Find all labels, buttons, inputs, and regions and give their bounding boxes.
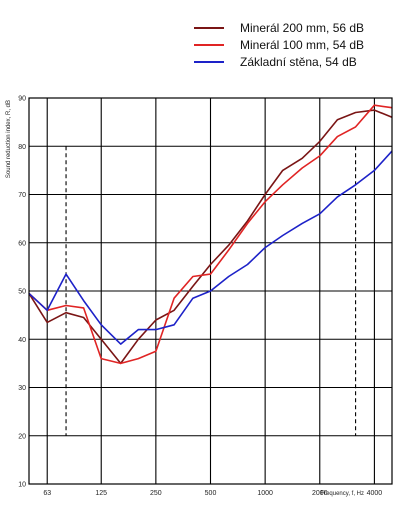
y-tick-label: 50 [18,289,26,296]
legend: Minerál 200 mm, 56 dB Minerál 100 mm, 54 … [194,21,364,69]
y-tick-label: 30 [18,385,26,392]
grid [29,98,392,484]
y-tick-label: 20 [18,433,26,440]
y-tick-label: 10 [18,482,26,489]
plot-frame [28,97,393,485]
tick-labels: 10 20 30 40 50 60 70 80 90 63 125 250 500 1000 2000 400… [18,96,382,498]
x-tick-label: 1000 [257,490,273,497]
x-tick-label: 4000 [367,490,383,497]
series-line-3 [28,150,393,345]
y-tick-label: 70 [18,192,26,199]
x-tick-label: 63 [43,490,51,497]
series-group [28,104,393,365]
y-tick-label: 80 [18,144,26,151]
x-tick-label: 2000 [312,490,328,497]
legend-label: Minerál 100 mm, 54 dB [240,38,364,52]
x-tick-label: 250 [150,490,162,497]
x-tick-label: 500 [205,490,217,497]
y-tick-label: 90 [18,96,26,103]
y-tick-label: 60 [18,240,26,247]
axis-titles: Sound reduction index, R, dB Frequency, … [6,100,364,497]
legend-label: Minerál 200 mm, 56 dB [240,21,364,35]
series-line-2 [28,104,393,365]
y-tick-label: 40 [18,337,26,344]
legend-label: Základní stěna, 54 dB [240,55,357,69]
x-axis-label: Frequency, f, Hz [320,491,364,497]
y-axis-label: Sound reduction index, R, dB [6,100,12,178]
x-tick-label: 125 [95,490,107,497]
